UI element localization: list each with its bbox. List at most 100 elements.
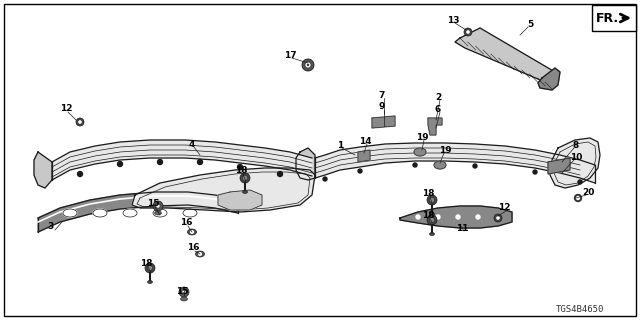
Polygon shape <box>218 190 262 210</box>
Circle shape <box>427 195 437 205</box>
Ellipse shape <box>429 212 435 215</box>
Circle shape <box>427 215 437 225</box>
Text: 18: 18 <box>140 259 152 268</box>
Text: TGS4B4650: TGS4B4650 <box>556 306 604 315</box>
Polygon shape <box>550 138 600 188</box>
Circle shape <box>243 175 248 180</box>
Ellipse shape <box>63 209 77 217</box>
Circle shape <box>182 290 186 294</box>
Text: 12: 12 <box>498 203 510 212</box>
Ellipse shape <box>243 190 248 194</box>
Circle shape <box>413 163 417 167</box>
Ellipse shape <box>195 251 205 257</box>
Text: 2: 2 <box>435 92 441 101</box>
Circle shape <box>494 214 502 222</box>
Circle shape <box>358 169 362 173</box>
Ellipse shape <box>147 281 152 284</box>
Ellipse shape <box>429 233 435 236</box>
Ellipse shape <box>93 209 107 217</box>
Circle shape <box>198 159 202 164</box>
Bar <box>592 5 636 31</box>
Text: 19: 19 <box>438 146 451 155</box>
Circle shape <box>77 172 83 177</box>
Text: 5: 5 <box>527 20 533 28</box>
Circle shape <box>456 215 460 219</box>
Text: 18: 18 <box>422 188 435 197</box>
Circle shape <box>578 180 582 184</box>
Text: 18: 18 <box>422 211 435 220</box>
Circle shape <box>240 173 250 183</box>
Text: FR.: FR. <box>596 12 619 25</box>
Circle shape <box>190 230 194 234</box>
Circle shape <box>496 215 500 219</box>
Ellipse shape <box>154 211 161 215</box>
Text: 12: 12 <box>60 103 72 113</box>
Text: 6: 6 <box>435 105 441 114</box>
Circle shape <box>496 216 500 220</box>
Ellipse shape <box>414 148 426 156</box>
Text: 15: 15 <box>147 198 159 207</box>
Polygon shape <box>358 150 370 162</box>
Circle shape <box>302 59 314 71</box>
Circle shape <box>118 162 122 166</box>
Text: 9: 9 <box>379 101 385 110</box>
Text: 10: 10 <box>570 153 582 162</box>
Circle shape <box>305 62 311 68</box>
Circle shape <box>76 118 84 126</box>
Polygon shape <box>428 118 442 135</box>
Text: 19: 19 <box>416 132 428 141</box>
Text: 13: 13 <box>447 15 460 25</box>
Ellipse shape <box>123 209 137 217</box>
Ellipse shape <box>183 209 197 217</box>
Polygon shape <box>455 28 555 82</box>
Polygon shape <box>538 68 560 90</box>
Text: 15: 15 <box>176 286 188 295</box>
Ellipse shape <box>180 297 188 301</box>
Polygon shape <box>372 116 395 128</box>
Ellipse shape <box>188 229 196 235</box>
Text: 8: 8 <box>573 140 579 149</box>
Text: 17: 17 <box>284 51 296 60</box>
Text: 16: 16 <box>180 218 192 227</box>
Circle shape <box>237 164 243 170</box>
Polygon shape <box>548 158 570 174</box>
Polygon shape <box>400 206 512 228</box>
Polygon shape <box>315 143 595 183</box>
Circle shape <box>145 263 155 273</box>
Circle shape <box>466 30 470 34</box>
Circle shape <box>78 120 82 124</box>
Polygon shape <box>296 148 315 180</box>
Text: 1: 1 <box>337 140 343 149</box>
Text: 7: 7 <box>379 91 385 100</box>
Circle shape <box>323 177 327 181</box>
Circle shape <box>278 172 282 177</box>
Circle shape <box>157 159 163 164</box>
Circle shape <box>416 215 420 219</box>
Circle shape <box>147 266 152 270</box>
Ellipse shape <box>153 209 167 217</box>
Circle shape <box>429 218 435 222</box>
Circle shape <box>307 64 309 66</box>
Text: 14: 14 <box>358 137 371 146</box>
Circle shape <box>153 201 163 211</box>
Circle shape <box>533 170 537 174</box>
Text: 4: 4 <box>189 140 195 148</box>
Circle shape <box>179 287 189 297</box>
Circle shape <box>429 197 435 203</box>
Ellipse shape <box>434 161 446 169</box>
Circle shape <box>464 28 472 36</box>
Circle shape <box>198 252 202 256</box>
Circle shape <box>473 164 477 168</box>
Text: 16: 16 <box>187 243 199 252</box>
Circle shape <box>156 204 160 208</box>
Polygon shape <box>52 140 312 180</box>
Circle shape <box>575 195 582 202</box>
Text: 11: 11 <box>456 223 468 233</box>
Circle shape <box>577 196 579 199</box>
Text: 18: 18 <box>235 165 247 174</box>
Polygon shape <box>34 152 52 188</box>
Circle shape <box>476 215 480 219</box>
Polygon shape <box>132 168 315 212</box>
Polygon shape <box>38 192 238 232</box>
Text: 20: 20 <box>582 188 594 196</box>
